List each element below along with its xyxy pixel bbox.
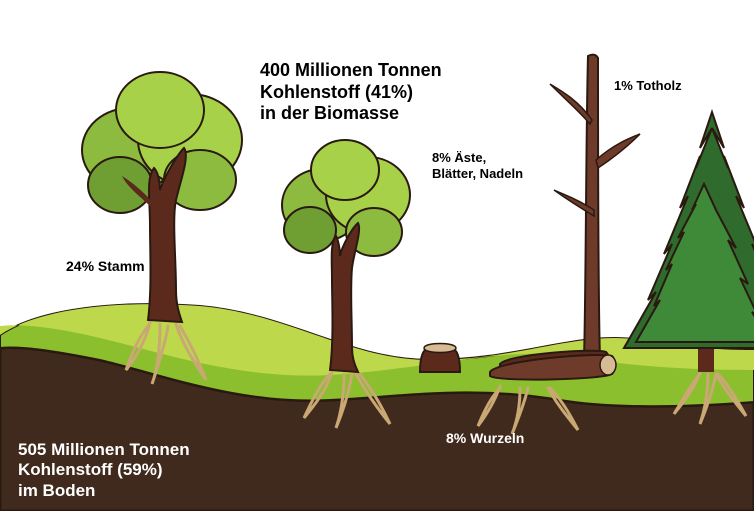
label-wurzeln: 8% Wurzeln xyxy=(446,430,524,447)
label-boden-title: 505 Millionen TonnenKohlenstoff (59%)im … xyxy=(18,440,190,501)
label-biomass-title: 400 Millionen TonnenKohlenstoff (41%)in … xyxy=(260,60,442,125)
fir-tree xyxy=(624,112,754,348)
label-stamm: 24% Stamm xyxy=(66,258,145,275)
label-aeste: 8% Äste,Blätter, Nadeln xyxy=(432,150,523,181)
stump-top xyxy=(424,344,456,353)
tree1-trunk xyxy=(148,148,186,322)
infographic-stage: 400 Millionen TonnenKohlenstoff (41%)in … xyxy=(0,0,754,511)
fir-trunk xyxy=(698,348,714,372)
log-end xyxy=(600,355,616,375)
label-totholz: 1% Totholz xyxy=(614,78,682,94)
